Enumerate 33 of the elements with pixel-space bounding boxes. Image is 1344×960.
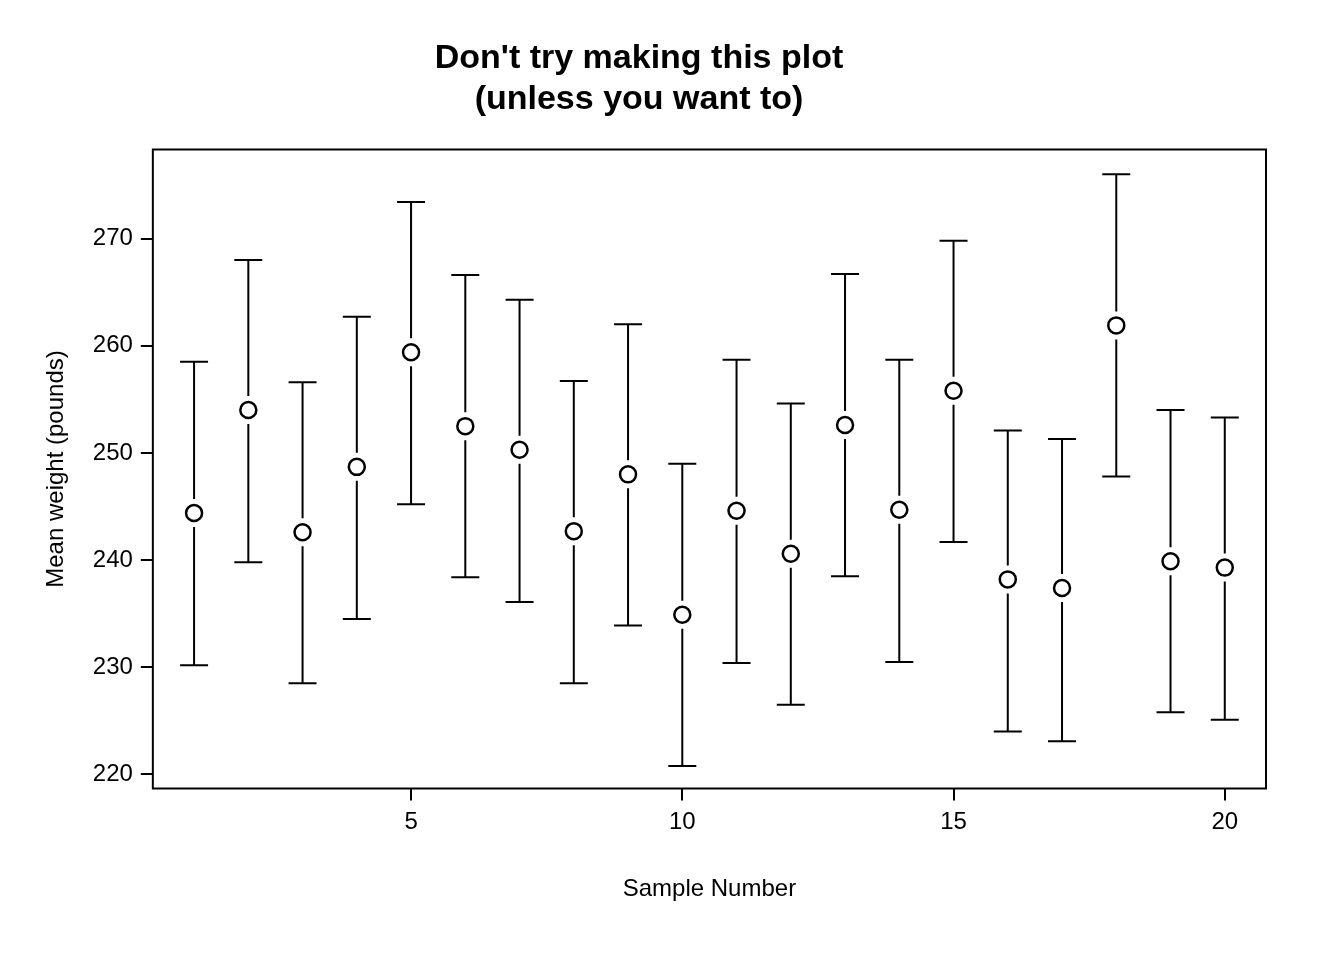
y-tick-label: 250 <box>92 437 133 465</box>
point <box>998 570 1018 589</box>
x-tick-label: 10 <box>668 807 696 835</box>
x-tick-label: 15 <box>940 807 967 835</box>
point <box>1215 558 1235 577</box>
chart-title: Don't try making this plot (unless you want to) <box>434 36 844 116</box>
point <box>673 605 692 625</box>
point <box>1052 578 1072 598</box>
point <box>944 381 963 401</box>
x-tick-label: 5 <box>404 807 418 835</box>
point <box>890 500 909 519</box>
point <box>184 503 204 523</box>
y-tick-label: 230 <box>92 651 133 679</box>
point <box>401 342 421 362</box>
point <box>1107 316 1126 335</box>
point <box>510 440 529 459</box>
y-tick-label: 240 <box>92 544 133 572</box>
point <box>347 457 367 477</box>
point <box>618 465 638 484</box>
point <box>1161 551 1180 571</box>
y-axis-title: Mean weight (pounds) <box>41 350 69 588</box>
point <box>239 400 258 420</box>
point <box>835 415 855 435</box>
y-tick-label: 220 <box>92 759 133 787</box>
point <box>781 544 801 563</box>
y-tick-label: 270 <box>92 223 133 251</box>
point <box>456 416 475 436</box>
point <box>293 522 312 542</box>
x-tick-label: 20 <box>1211 807 1239 835</box>
point <box>727 501 746 521</box>
y-tick-label: 260 <box>92 330 133 358</box>
x-axis-title: Sample Number <box>622 874 797 902</box>
point <box>564 521 584 541</box>
